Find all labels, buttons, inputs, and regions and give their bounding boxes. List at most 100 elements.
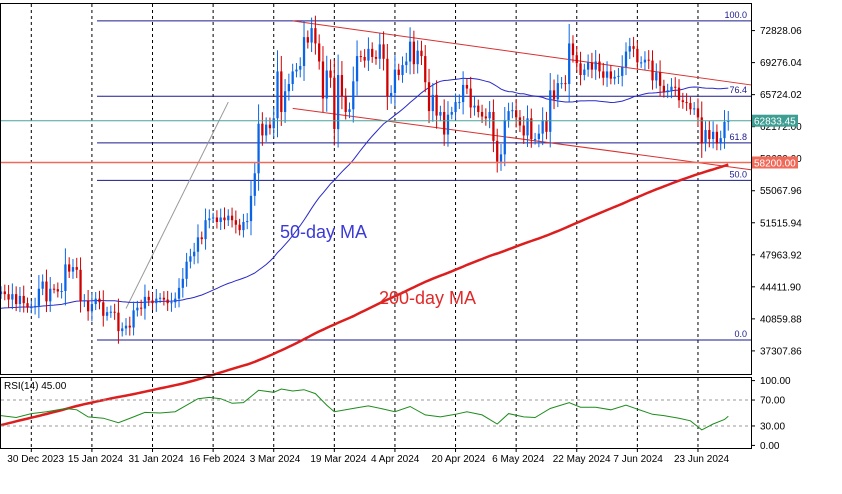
candle-body	[560, 83, 563, 85]
candle-body	[30, 307, 33, 309]
candle-body	[158, 297, 162, 299]
candlesticks	[0, 15, 730, 344]
candle-body	[193, 251, 196, 257]
x-tick-label: 7 Jun 2024	[613, 454, 663, 465]
candle-body	[83, 300, 86, 302]
candle-body	[310, 28, 313, 43]
candle-body	[583, 69, 586, 76]
candle-body	[181, 278, 184, 288]
y-tick-label: 47963.92	[760, 250, 802, 261]
candle-body	[121, 328, 124, 332]
candle-body	[68, 264, 71, 272]
trendline	[125, 101, 229, 309]
candle-body	[465, 84, 469, 89]
candle-body	[700, 117, 703, 144]
candle-body	[314, 28, 317, 44]
rsi-y-tick-label: 70.00	[760, 396, 785, 407]
candle-body	[503, 120, 506, 155]
candle-body	[162, 297, 166, 300]
candle-body	[0, 291, 3, 295]
rsi-y-tick-label: 0.00	[760, 441, 780, 452]
candle-body	[424, 56, 427, 83]
candle-body	[318, 43, 321, 62]
candle-body	[711, 131, 715, 140]
candle-body	[280, 71, 283, 112]
candle-body	[204, 220, 207, 240]
x-tick-label: 3 Mar 2024	[250, 454, 301, 465]
ma200-label: 200-day MA	[379, 288, 476, 308]
candle-body	[511, 110, 514, 112]
candle-body	[45, 281, 48, 302]
candle-body	[446, 114, 450, 135]
candle-body	[253, 173, 256, 196]
candle-body	[234, 220, 237, 225]
candle-body	[3, 291, 6, 295]
candle-body	[230, 215, 234, 221]
ma50-label: 50-day MA	[280, 222, 367, 242]
candle-body	[613, 76, 616, 79]
x-tick-label: 31 Jan 2024	[129, 454, 184, 465]
candle-body	[522, 125, 525, 136]
fib-level-label: 76.4	[729, 85, 747, 95]
candle-body	[496, 140, 499, 162]
candle-body	[208, 218, 211, 221]
candle-body	[435, 94, 438, 116]
rsi-panel-frame	[0, 377, 752, 449]
candle-body	[454, 102, 457, 112]
candle-body	[651, 60, 654, 81]
fib-level-label: 100.0	[724, 10, 747, 20]
candle-body	[643, 59, 647, 63]
candle-body	[488, 111, 491, 119]
x-tick-label: 6 May 2024	[492, 454, 545, 465]
candle-body	[655, 72, 658, 81]
candle-body	[355, 56, 359, 82]
candle-body	[185, 261, 188, 279]
candle-body	[693, 108, 696, 110]
candle-body	[102, 302, 105, 316]
y-tick-label: 51515.94	[760, 218, 802, 229]
candle-body	[41, 281, 44, 289]
y-tick-label: 69276.04	[760, 58, 802, 69]
candle-body	[223, 217, 226, 221]
current-price-tag	[752, 114, 798, 127]
candle-body	[477, 105, 480, 112]
candle-body	[552, 90, 556, 100]
candle-body	[412, 41, 416, 65]
candle-body	[473, 105, 476, 108]
candle-body	[113, 311, 116, 313]
candle-body	[71, 267, 75, 272]
candle-body	[348, 109, 351, 112]
candle-body	[272, 118, 275, 129]
candle-body	[443, 111, 446, 135]
candle-body	[128, 325, 131, 328]
candle-body	[143, 296, 147, 309]
candle-body	[336, 75, 340, 130]
price-lines	[1, 120, 751, 164]
candle-body	[689, 102, 692, 110]
support-price-tag-label: 58200.00	[754, 158, 796, 169]
candle-body	[621, 66, 624, 76]
panel-frames	[0, 3, 752, 449]
candle-body	[378, 44, 381, 59]
candle-body	[590, 62, 594, 70]
candle-body	[227, 215, 230, 221]
candle-body	[579, 63, 582, 76]
candle-body	[200, 237, 203, 240]
rsi-panel: RSI(14) 45.00	[0, 381, 751, 431]
candle-body	[79, 269, 82, 302]
candle-body	[177, 287, 181, 299]
candle-body	[75, 267, 78, 270]
price-tags: 62833.45 58200.00	[752, 114, 798, 169]
candle-body	[94, 298, 97, 305]
candle-body	[147, 296, 150, 301]
candle-body	[325, 70, 328, 99]
candle-body	[287, 84, 291, 92]
candle-body	[136, 307, 139, 311]
candle-body	[283, 91, 287, 112]
candle-body	[575, 55, 578, 64]
candle-body	[371, 48, 374, 57]
candle-body	[90, 304, 94, 312]
